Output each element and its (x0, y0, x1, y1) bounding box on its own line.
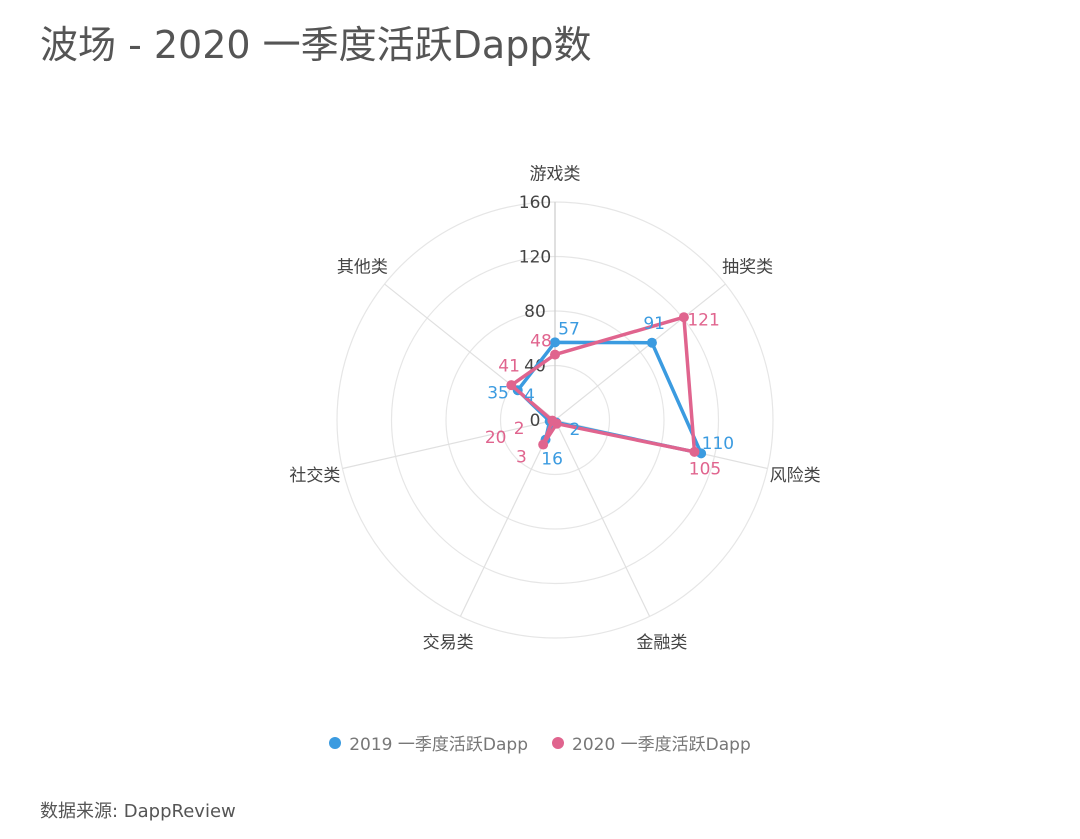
data-label: 2 (569, 420, 580, 440)
tick-label: 0 (530, 411, 541, 431)
data-point (547, 415, 558, 426)
data-label: 16 (541, 449, 563, 469)
axis-label: 游戏类 (530, 165, 581, 185)
legend-label-2020: 2020 一季度活跃Dapp (572, 735, 751, 755)
data-label: 4 (524, 386, 535, 406)
data-point (646, 337, 657, 348)
data-label: 2 (514, 419, 525, 439)
data-label: 105 (689, 460, 721, 480)
data-source: 数据来源: DappReview (40, 801, 236, 822)
data-label: 41 (498, 356, 520, 376)
data-label: 110 (702, 434, 734, 454)
legend: 2019 一季度活跃Dapp 2020 一季度活跃Dapp (0, 730, 1080, 755)
data-point (506, 380, 517, 391)
data-label: 20 (485, 428, 507, 448)
data-label: 121 (687, 310, 719, 330)
legend-item-2020[interactable]: 2020 一季度活跃Dapp (552, 730, 751, 755)
data-label: 48 (530, 332, 552, 352)
tick-label: 160 (519, 193, 551, 213)
axis-label: 金融类 (636, 633, 687, 653)
data-label: 3 (516, 447, 527, 467)
data-point (538, 439, 549, 450)
legend-dot-2019 (329, 736, 342, 749)
axis-label: 社交类 (289, 466, 340, 486)
legend-item-2019[interactable]: 2019 一季度活跃Dapp (329, 730, 528, 755)
data-point (689, 446, 700, 457)
tick-label: 80 (524, 302, 546, 322)
axis-line (554, 419, 651, 617)
axis-label: 风险类 (770, 466, 821, 486)
data-label: 57 (558, 319, 580, 339)
axis-line (554, 283, 726, 421)
legend-label-2019: 2019 一季度活跃Dapp (349, 735, 528, 755)
axis-line (459, 419, 556, 617)
axis-label: 抽奖类 (722, 257, 773, 277)
axis-label: 其他类 (337, 257, 388, 277)
axis-label: 交易类 (423, 633, 474, 653)
legend-dot-2020 (552, 736, 564, 749)
series-line-1 (509, 315, 697, 454)
data-point (550, 349, 560, 360)
data-label: 91 (643, 314, 665, 334)
axis-line (342, 419, 556, 470)
chart-title: 波场 - 2020 一季度活跃Dapp数 (40, 23, 592, 67)
data-point (550, 337, 560, 348)
data-label: 35 (487, 383, 509, 403)
data-point (678, 312, 689, 323)
tick-label: 120 (519, 248, 551, 268)
